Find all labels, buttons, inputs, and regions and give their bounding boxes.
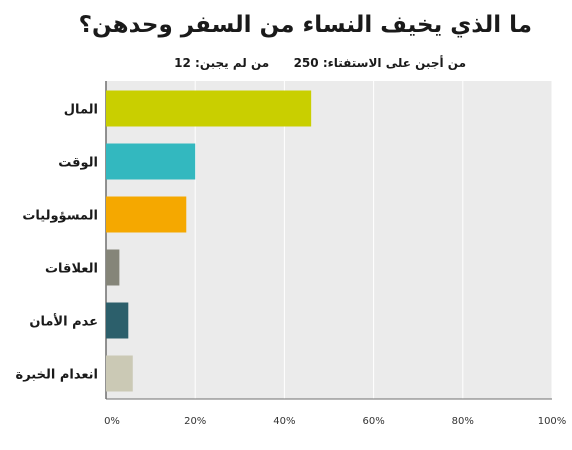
x-tick-label: 80% xyxy=(452,416,474,427)
x-tick-label: 60% xyxy=(362,416,384,427)
skipped-count: 12 xyxy=(174,56,191,70)
category-label: عدم الأمان xyxy=(29,313,98,330)
bar xyxy=(106,90,312,127)
category-label: العلاقات xyxy=(45,262,98,277)
category-label: المال xyxy=(64,103,98,118)
bar xyxy=(106,196,187,233)
bar xyxy=(106,355,133,392)
bar xyxy=(106,249,120,286)
bar xyxy=(106,143,196,180)
chart-title: ما الذي يخيف النساء من السفر وحدهن؟ xyxy=(78,12,532,38)
x-tick-label: 100% xyxy=(538,416,567,427)
response-summary: من أجبن على الاستفتاء: 250 من لم يجبن: 1… xyxy=(40,56,466,70)
x-tick-label: 0% xyxy=(104,416,120,427)
x-tick-label: 20% xyxy=(184,416,206,427)
x-tick-label: 40% xyxy=(273,416,295,427)
category-label: المسؤوليات xyxy=(22,209,98,224)
plot-background xyxy=(106,81,552,399)
category-label: الوقت xyxy=(58,156,98,171)
skipped-label: من لم يجبن: xyxy=(195,56,270,70)
bar xyxy=(106,302,129,339)
category-label: انعدام الخبرة xyxy=(16,368,98,383)
answered-label: من أجبن على الاستفتاء: xyxy=(322,56,466,70)
answered-count: 250 xyxy=(293,56,319,70)
